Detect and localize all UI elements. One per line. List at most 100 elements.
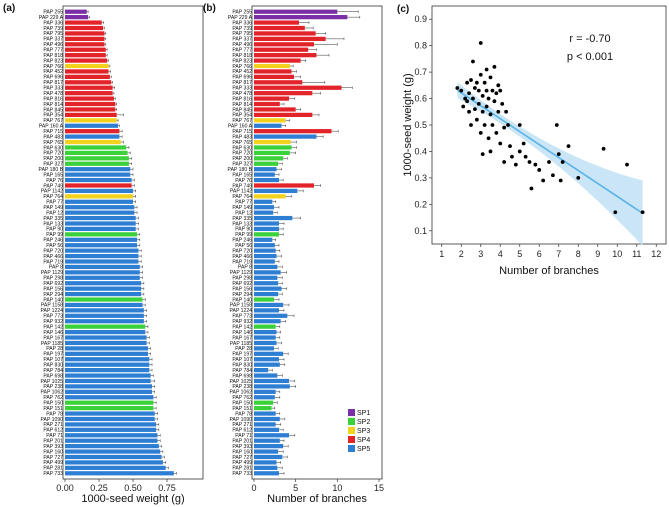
category-label-a-58: PAP 142 xyxy=(43,324,63,330)
x-tick-label-b-3: 15 xyxy=(374,483,384,493)
category-label-b-4: PAP 795 xyxy=(232,31,252,37)
scatter-point-44 xyxy=(500,101,505,106)
scatter-point-11 xyxy=(471,96,475,101)
category-label-a-13: PAP 817 xyxy=(43,80,63,86)
category-label-a-28: PAP 327 xyxy=(43,162,63,168)
bar-b-60 xyxy=(254,335,276,340)
bar-b-52 xyxy=(254,291,279,297)
bar-a-65 xyxy=(65,362,150,367)
bar-a-70 xyxy=(65,389,153,394)
category-label-a-76: PAP 271 xyxy=(43,422,63,428)
category-label-b-14: PAP 333 xyxy=(232,86,252,92)
category-label-b-1: PAP 229 A xyxy=(228,15,253,21)
bar-a-66 xyxy=(65,367,150,373)
bar-b-68 xyxy=(254,378,289,384)
bar-a-63 xyxy=(65,351,148,356)
category-label-a-53: PAP 140 xyxy=(43,297,63,303)
scatter-point-37 xyxy=(492,99,497,104)
scatter-point-7 xyxy=(467,91,471,96)
category-label-b-5: PAP 337 xyxy=(232,37,252,43)
bars-b xyxy=(254,9,361,476)
bar-a-8 xyxy=(65,53,106,58)
bar-a-80 xyxy=(65,444,159,449)
scatter-point-60 xyxy=(541,178,546,183)
bar-b-63 xyxy=(254,351,284,356)
category-label-a-80: PAP 393 xyxy=(43,444,63,450)
scatter-point-62 xyxy=(551,173,555,178)
legend-swatch-sp1 xyxy=(348,409,355,416)
category-label-a-22: PAP 715 xyxy=(43,129,63,135)
bar-b-46 xyxy=(254,259,275,264)
bar-b-64 xyxy=(254,357,279,362)
category-label-b-26: PAP 720 xyxy=(232,151,252,157)
y-tick-label-c-5: 0.6 xyxy=(414,94,427,104)
bar-a-58 xyxy=(65,324,146,329)
bar-a-56 xyxy=(65,313,144,318)
category-label-a-51: PAP 156 xyxy=(43,286,63,292)
bar-a-14 xyxy=(65,85,113,90)
category-label-b-65: PAP 830 xyxy=(232,362,252,368)
category-label-a-83: PAP 499 xyxy=(43,460,63,466)
category-label-a-9: PAP 823 xyxy=(43,58,63,64)
bar-a-29 xyxy=(65,167,131,172)
scatter-point-59 xyxy=(537,168,542,172)
bar-b-39 xyxy=(254,221,279,226)
bar-a-30 xyxy=(65,172,131,177)
category-label-b-11: PAP 452 xyxy=(232,69,252,75)
bar-b-41 xyxy=(254,232,279,237)
category-label-a-10: PAP 766 xyxy=(43,64,63,70)
category-label-b-20: PAP 767 xyxy=(232,118,252,124)
scatter-point-50 xyxy=(510,154,514,159)
legend-b: SP1 SP2 SP3 SP4 SP5 xyxy=(348,409,370,453)
bar-a-61 xyxy=(65,340,147,346)
bar-a-52 xyxy=(65,291,142,297)
panel-label-c: (c) xyxy=(397,4,409,15)
category-label-a-29: PAP 180 B xyxy=(39,167,64,173)
regression-line xyxy=(456,89,644,214)
bar-a-0 xyxy=(65,9,87,14)
x-axis-b: 0 5 10 15 xyxy=(251,479,384,493)
category-label-a-65: PAP 830 xyxy=(43,362,63,368)
category-label-a-73: PAP 151 xyxy=(43,406,63,412)
bar-b-36 xyxy=(254,205,274,210)
bar-a-64 xyxy=(65,357,150,362)
bar-a-75 xyxy=(65,416,155,422)
category-label-b-17: PAP 814 xyxy=(232,102,252,108)
x-tick-label-c-5: 6 xyxy=(537,249,542,259)
category-label-a-39: PAP 133 xyxy=(43,221,63,227)
category-label-b-54: PAP 1158 xyxy=(230,303,252,309)
bar-b-66 xyxy=(254,367,269,373)
scatter-point-28 xyxy=(484,104,489,109)
bar-b-22 xyxy=(254,129,332,134)
bar-b-11 xyxy=(254,69,292,74)
bar-b-18 xyxy=(254,107,296,112)
category-label-a-52: PAP 294 xyxy=(43,292,63,298)
bar-a-85 xyxy=(65,471,174,476)
category-label-b-9: PAP 823 xyxy=(232,58,252,64)
category-label-a-50: PAP 692 xyxy=(43,281,63,287)
bar-b-74 xyxy=(254,411,276,416)
scatter-point-39 xyxy=(494,131,499,135)
bar-b-32 xyxy=(254,183,314,188)
category-label-b-81: PAP 160 xyxy=(232,449,252,455)
scatter-point-70 xyxy=(613,210,618,215)
bar-a-1 xyxy=(65,15,89,20)
y-tick-label-c-8: 0.9 xyxy=(414,14,427,24)
confidence-band xyxy=(457,82,643,246)
bar-a-81 xyxy=(65,449,161,454)
scatter-point-22 xyxy=(480,109,485,114)
bar-b-43 xyxy=(254,243,275,248)
category-label-b-34: PAP 764 xyxy=(232,194,252,200)
x-tick-label-c-7: 8 xyxy=(576,249,581,259)
bar-b-45 xyxy=(254,253,277,259)
bar-b-24 xyxy=(254,139,291,145)
x-tick-label-b-1: 5 xyxy=(293,483,298,493)
category-label-b-60: PAP 167 xyxy=(232,335,252,341)
scatter-point-46 xyxy=(502,160,507,164)
bar-b-83 xyxy=(254,460,277,465)
category-label-a-4: PAP 795 xyxy=(43,31,63,37)
x-tick-label-a-0: 0.00 xyxy=(56,483,74,493)
bar-a-35 xyxy=(65,199,133,204)
bar-b-53 xyxy=(254,297,274,302)
